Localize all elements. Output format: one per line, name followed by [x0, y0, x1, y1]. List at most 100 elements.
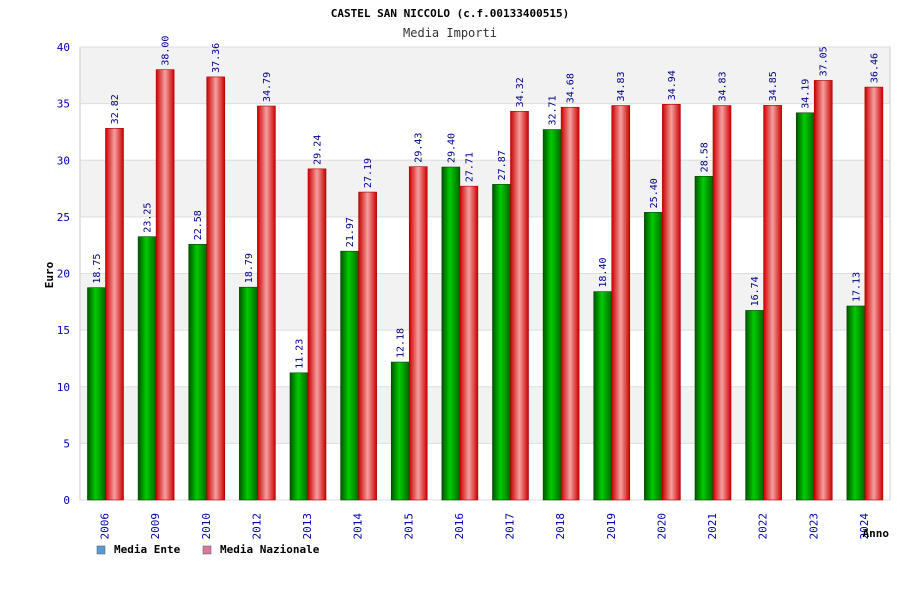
data-label-media-nazionale: 34.85	[768, 71, 779, 101]
x-tick-label: 2020	[655, 513, 668, 540]
data-label-media-nazionale: 27.19	[363, 158, 374, 188]
data-label-media-ente: 16.74	[750, 276, 761, 306]
bar-media-ente	[846, 305, 866, 501]
x-tick-label: 2019	[605, 513, 618, 540]
y-axis-ticks: 0 5 10 15 20 25 30 35 40	[57, 41, 70, 507]
data-label-media-nazionale: 34.32	[515, 77, 526, 107]
data-label-media-ente: 17.13	[851, 272, 862, 302]
bar-media-nazionale	[408, 166, 428, 501]
y-tick-label: 35	[57, 98, 70, 111]
data-label-media-ente: 23.25	[143, 203, 154, 233]
data-label-media-ente: 18.79	[244, 253, 255, 283]
bar-media-ente	[188, 243, 208, 501]
legend-label-ente: Media Ente	[114, 543, 181, 556]
x-tick-label: 2012	[250, 513, 263, 540]
y-tick-label: 0	[63, 494, 70, 507]
data-label-media-nazionale: 34.83	[616, 71, 627, 101]
data-label-media-nazionale: 34.79	[262, 72, 273, 102]
bar-media-nazionale	[662, 104, 681, 501]
data-label-media-ente: 11.23	[295, 339, 306, 369]
x-tick-label: 2013	[301, 513, 314, 540]
data-label-media-ente: 12.18	[396, 328, 407, 358]
data-label-media-nazionale: 37.05	[819, 46, 830, 76]
bar-media-nazionale	[712, 105, 732, 501]
bar-media-nazionale	[307, 168, 327, 501]
x-tick-label: 2018	[554, 513, 567, 540]
legend-label-nazionale: Media Nazionale	[220, 543, 320, 556]
chart-subtitle: Media Importi	[403, 26, 497, 40]
bar-media-ente	[137, 236, 157, 501]
x-tick-label: 2014	[352, 513, 365, 540]
bar-media-ente	[492, 184, 511, 501]
data-label-media-ente: 32.71	[548, 95, 559, 125]
data-label-media-ente: 29.40	[446, 133, 457, 163]
bar-media-nazionale	[459, 185, 479, 501]
x-tick-label: 2024	[858, 513, 871, 540]
x-tick-label: 2009	[149, 513, 162, 540]
x-axis-label: Anno	[863, 527, 890, 540]
data-label-media-nazionale: 34.83	[718, 71, 729, 101]
x-tick-label: 2022	[757, 513, 770, 540]
bar-media-ente	[745, 310, 764, 501]
legend-swatch-ente	[96, 545, 106, 555]
data-label-media-nazionale: 32.82	[110, 94, 121, 124]
y-tick-label: 25	[57, 211, 70, 224]
legend-swatch-nazionale	[202, 545, 212, 555]
x-tick-label: 2017	[504, 513, 517, 540]
bar-media-ente	[795, 112, 815, 501]
data-label-media-nazionale: 27.71	[464, 152, 475, 182]
y-tick-label: 10	[57, 381, 70, 394]
x-axis-ticks: 2006 2009 2010 2012 2013 2014 2015 2016 2017 2018…	[99, 513, 871, 540]
bar-media-nazionale	[510, 111, 529, 501]
y-tick-label: 40	[57, 41, 70, 54]
bar-media-nazionale	[206, 76, 226, 501]
bar-media-ente	[644, 212, 663, 501]
data-label-media-ente: 34.19	[801, 79, 812, 109]
bar-media-nazionale	[560, 106, 580, 501]
bar-media-nazionale	[611, 105, 631, 501]
bar-media-nazionale	[105, 128, 124, 501]
data-label-media-ente: 22.58	[193, 210, 204, 240]
data-label-media-nazionale: 29.43	[414, 133, 425, 163]
data-label-media-nazionale: 38.00	[161, 36, 172, 66]
x-tick-label: 2015	[402, 513, 415, 540]
bar-media-nazionale	[257, 105, 276, 501]
x-tick-label: 2010	[200, 513, 213, 540]
bar-media-ente	[694, 176, 714, 501]
data-label-media-ente: 25.40	[649, 178, 660, 208]
bar-media-ente	[542, 129, 562, 501]
bar-media-ente	[340, 250, 359, 501]
data-labels: 18.75 32.82 23.25 38.00 22.58 37.36 18.79 34.79…	[92, 36, 880, 369]
data-label-media-ente: 18.75	[92, 254, 103, 284]
bar-media-nazionale	[864, 86, 884, 501]
bar-media-nazionale	[763, 105, 782, 501]
data-label-media-ente: 28.58	[700, 142, 711, 172]
data-label-media-nazionale: 37.36	[211, 43, 222, 73]
data-label-media-nazionale: 36.46	[869, 53, 880, 83]
bar-media-ente	[87, 287, 106, 501]
y-tick-label: 5	[63, 437, 70, 450]
x-tick-label: 2023	[807, 513, 820, 540]
y-tick-label: 30	[57, 154, 70, 167]
y-axis-label: Euro	[43, 261, 56, 288]
x-tick-label: 2006	[99, 513, 112, 540]
data-label-media-nazionale: 29.24	[313, 135, 324, 165]
y-tick-label: 15	[57, 324, 70, 337]
bar-media-ente	[239, 286, 258, 501]
bar-media-ente	[441, 166, 461, 501]
data-label-media-nazionale: 34.68	[566, 73, 577, 103]
chart-title: CASTEL SAN NICCOLO (c.f.00133400515)	[331, 7, 569, 20]
x-tick-label: 2021	[706, 513, 719, 540]
data-label-media-ente: 27.87	[497, 150, 508, 180]
y-tick-label: 20	[57, 268, 70, 281]
data-label-media-ente: 21.97	[345, 217, 356, 247]
data-label-media-nazionale: 34.94	[667, 70, 678, 100]
legend: Media Ente Media Nazionale	[96, 543, 320, 556]
data-label-media-ente: 18.40	[598, 258, 609, 288]
x-tick-label: 2016	[453, 513, 466, 540]
bar-media-ente	[390, 361, 410, 501]
bar-media-ente	[593, 291, 613, 501]
bar-media-ente	[289, 372, 309, 501]
